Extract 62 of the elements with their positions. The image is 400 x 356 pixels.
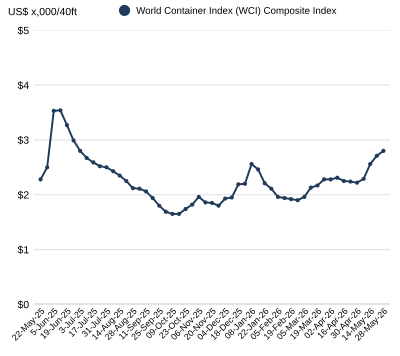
point	[144, 189, 148, 194]
point	[164, 210, 168, 214]
y-tick-label: $1	[18, 246, 29, 254]
point	[296, 198, 300, 202]
point	[52, 108, 56, 113]
y-tick-label: $2	[18, 190, 29, 200]
point	[150, 196, 155, 200]
point	[322, 177, 326, 182]
point	[269, 186, 274, 191]
point	[84, 156, 89, 160]
point	[381, 148, 386, 153]
point	[242, 182, 248, 186]
point	[196, 194, 201, 200]
point	[98, 164, 102, 168]
point	[111, 169, 116, 174]
point	[348, 179, 353, 184]
point	[157, 204, 162, 208]
point	[130, 186, 135, 190]
y-tick-label: $3	[18, 136, 29, 144]
point	[104, 165, 109, 170]
line-series	[38, 108, 386, 216]
point	[91, 160, 96, 164]
point	[362, 176, 366, 181]
y-axis-title: US$ x,000/40ft	[8, 7, 77, 16]
point	[190, 202, 194, 207]
point	[328, 177, 333, 182]
point	[203, 200, 208, 204]
point	[118, 173, 122, 178]
point	[368, 162, 372, 166]
y-tick-label: $5	[18, 26, 29, 35]
point	[216, 204, 221, 208]
point	[38, 177, 43, 182]
point	[315, 183, 320, 188]
legend-label: World Container Index (WCI) Composite Index	[136, 6, 336, 16]
point	[124, 178, 128, 184]
point	[236, 182, 240, 186]
y-tick-label: $4	[18, 81, 29, 90]
point	[230, 195, 234, 200]
point	[249, 162, 254, 166]
point	[282, 196, 287, 200]
point	[374, 154, 379, 158]
point	[64, 123, 70, 128]
point	[184, 206, 188, 212]
point	[176, 212, 182, 216]
point	[137, 186, 142, 191]
point	[45, 165, 50, 170]
point	[276, 194, 280, 200]
point	[256, 167, 260, 172]
point	[354, 180, 360, 185]
point	[210, 200, 214, 206]
point	[170, 212, 175, 216]
point	[342, 178, 346, 184]
point	[335, 176, 340, 180]
point	[58, 108, 62, 112]
y-tick-label: $0	[18, 300, 29, 309]
point	[262, 181, 267, 186]
point	[289, 197, 294, 202]
point	[308, 186, 313, 190]
point	[78, 148, 82, 153]
point	[302, 194, 306, 200]
point	[223, 196, 228, 201]
point	[71, 138, 76, 143]
